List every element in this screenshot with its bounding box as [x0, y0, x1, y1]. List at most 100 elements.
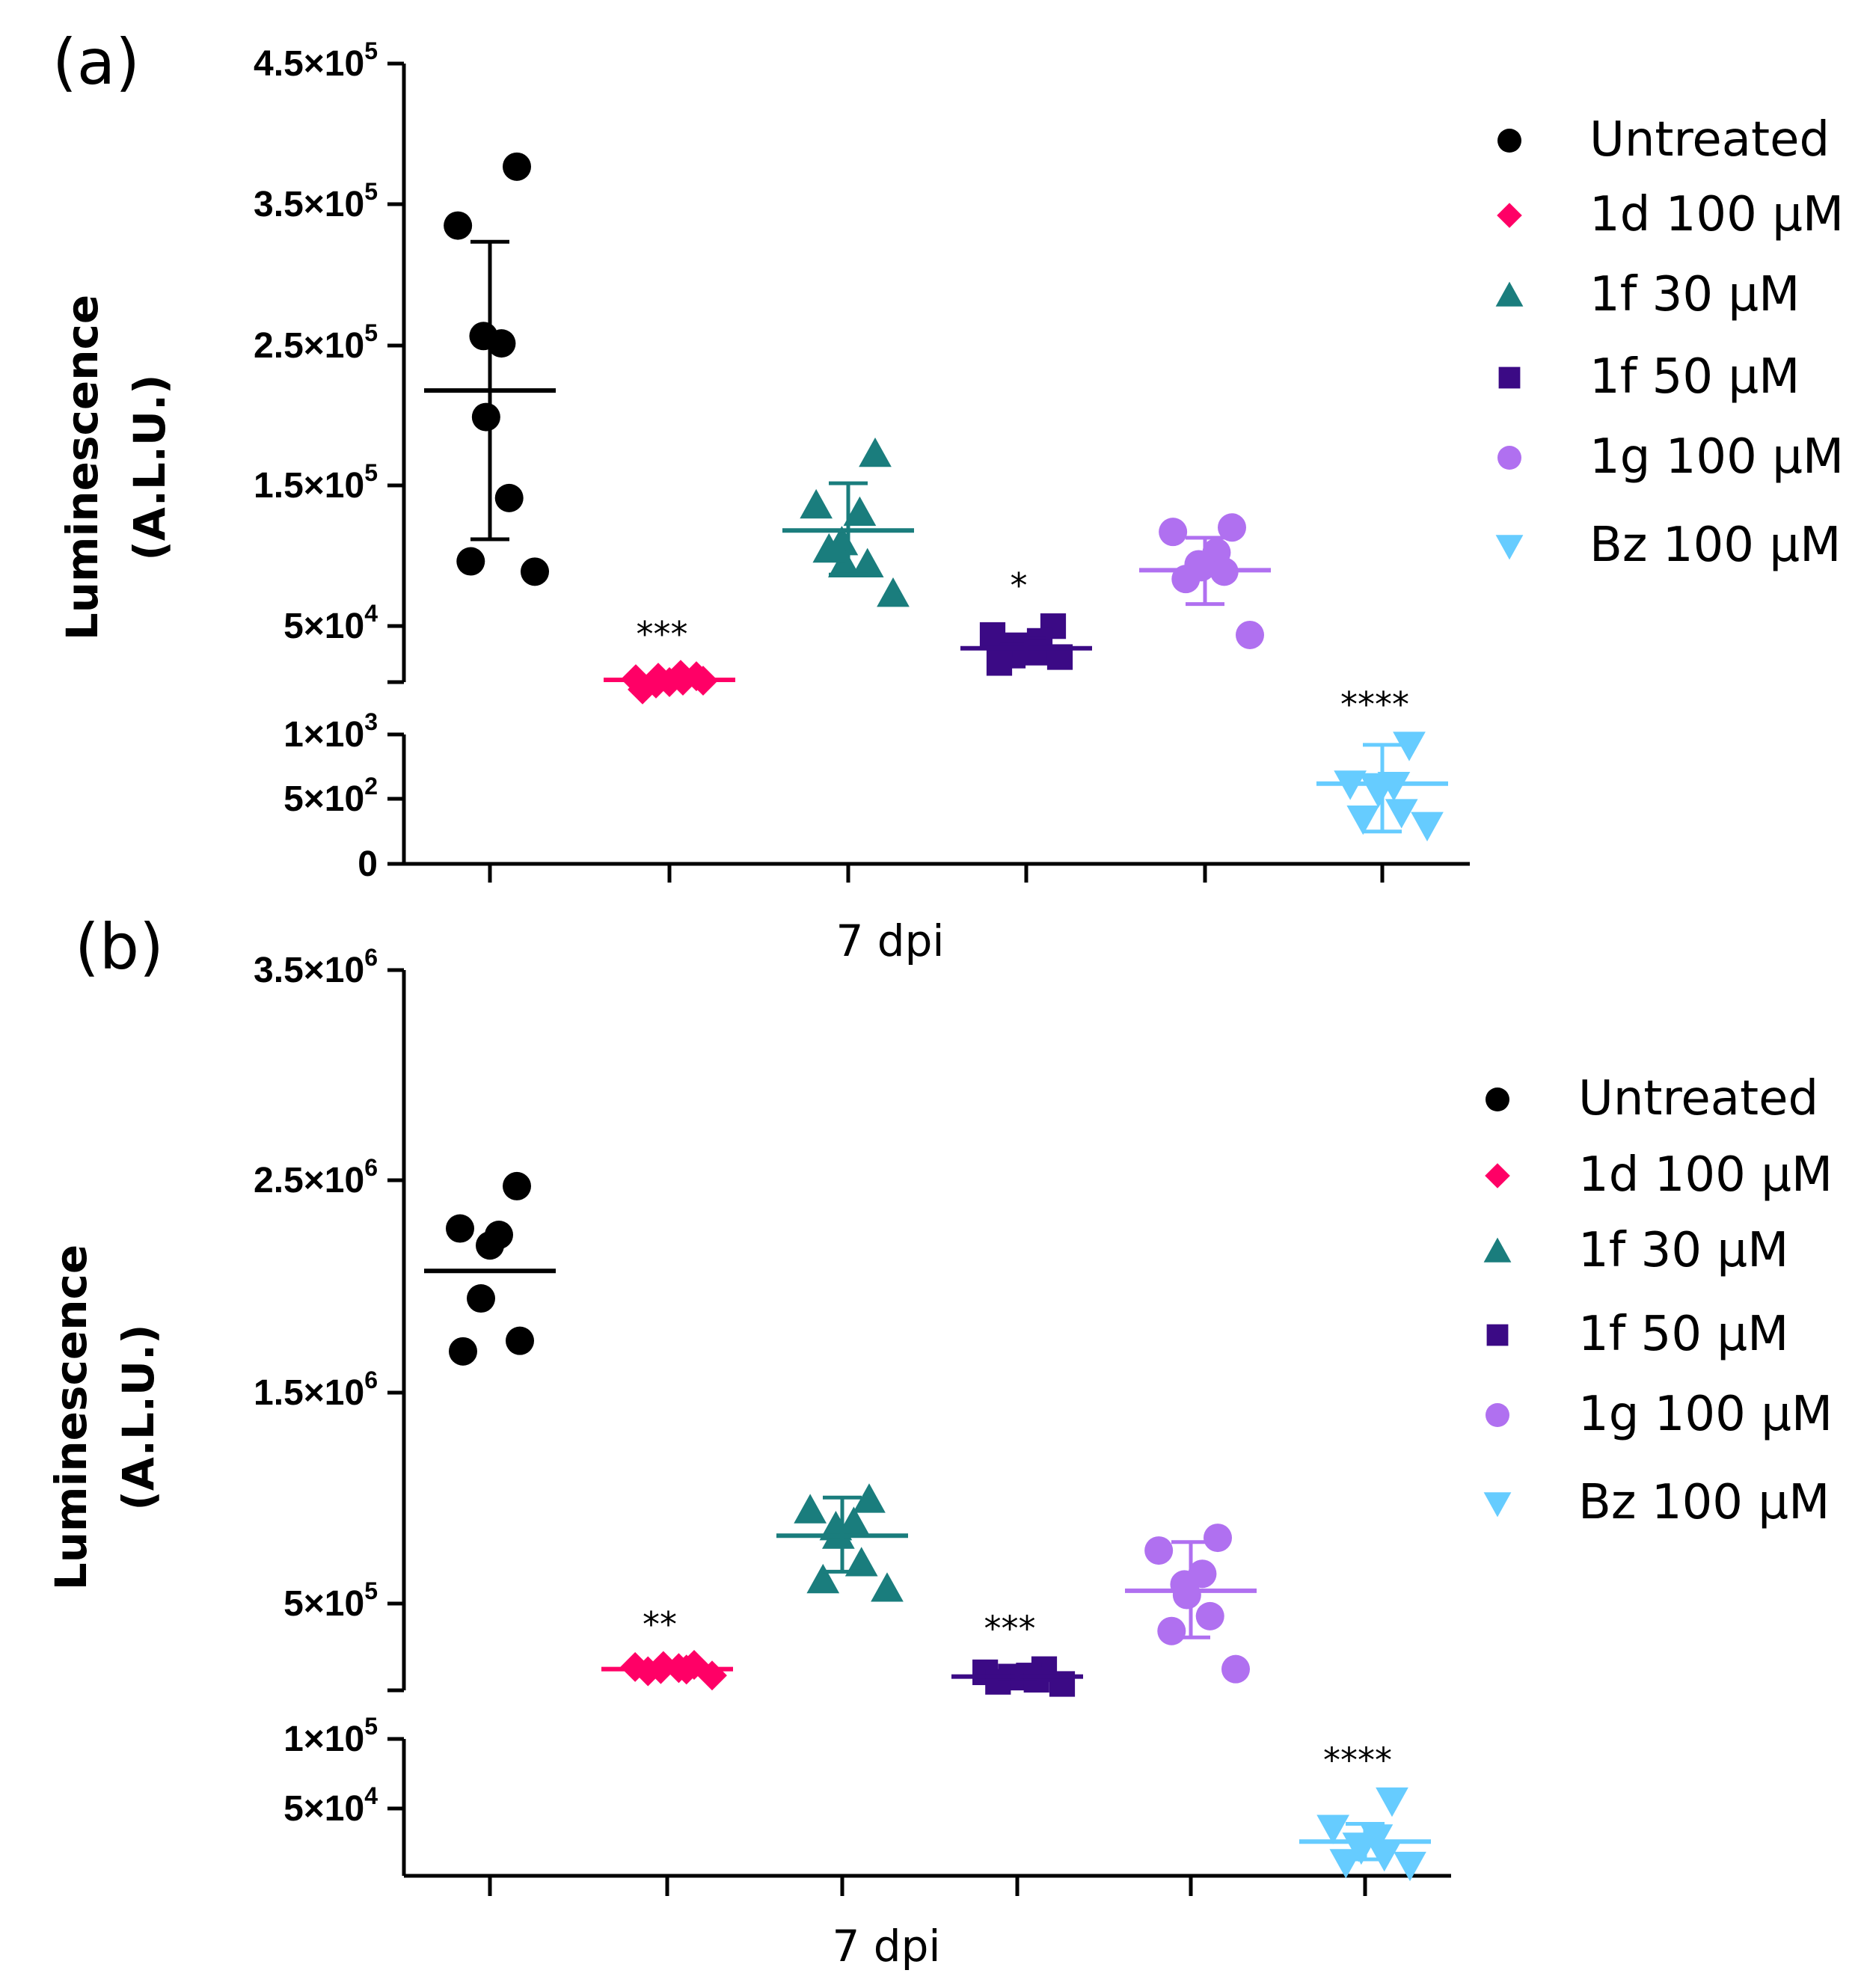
legend: Untreated 1d 100 µM 1f 30 µM 1f 50 µM 1g 100…: [1483, 1071, 1833, 1530]
series-group: [782, 437, 914, 607]
y-tick-label: 1×105: [283, 1713, 378, 1759]
y-tick-label: 4.5×105: [254, 37, 378, 84]
data-point: [503, 152, 531, 181]
data-point: [494, 483, 524, 512]
y-tick-label: 5×104: [283, 600, 378, 646]
significance-label: **: [643, 1604, 677, 1645]
significance-label: ****: [1323, 1740, 1392, 1780]
y-tick-label: 2.5×106: [254, 1154, 378, 1200]
legend-label: 1f 50 µM: [1578, 1307, 1788, 1362]
data-point: [1385, 799, 1418, 829]
data-point: [812, 533, 846, 563]
series-group: ***: [951, 1609, 1083, 1697]
data-point: [1394, 1851, 1426, 1882]
legend-marker: [1495, 281, 1524, 307]
data-point: [853, 1483, 886, 1513]
data-point: [1236, 620, 1264, 649]
y-tick-label: 5×102: [283, 773, 378, 819]
series-group: ****: [1316, 684, 1448, 841]
legend-label: 1f 30 µM: [1589, 267, 1800, 322]
data-point: [794, 1494, 827, 1524]
data-point: [1346, 805, 1380, 835]
series-group: *: [960, 565, 1092, 676]
legend-marker: [1485, 1163, 1510, 1188]
series-group: ***: [604, 614, 735, 705]
y-tick-label: 3.5×106: [254, 944, 378, 990]
data-point: [1367, 1842, 1401, 1872]
data-point: [1172, 1580, 1201, 1610]
data-point: [1159, 518, 1188, 547]
panel-label: (b): [75, 910, 164, 984]
data-point: [986, 650, 1013, 676]
data-point: [877, 577, 910, 607]
legend-marker: [1486, 1087, 1509, 1111]
panel-label: (a): [52, 25, 140, 99]
data-point: [1411, 812, 1444, 841]
legend-marker: [1497, 446, 1521, 470]
significance-label: *: [1011, 565, 1028, 606]
data-point: [1218, 513, 1246, 542]
legend-marker: [1495, 535, 1524, 560]
legend-marker: [1486, 1324, 1509, 1346]
legend: Untreated 1d 100 µM 1f 30 µM 1f 50 µM 1g 100…: [1495, 112, 1844, 573]
data-point: [1393, 731, 1426, 761]
legend-label: 1d 100 µM: [1578, 1147, 1833, 1203]
data-point: [1195, 1601, 1224, 1630]
y-tick-label: 1.5×106: [254, 1366, 378, 1413]
series-group: [776, 1483, 908, 1602]
legend-label: 1g 100 µM: [1589, 429, 1844, 485]
legend-marker: [1483, 1237, 1512, 1263]
y-tick-label: 5×104: [283, 1782, 378, 1829]
legend-label: 1g 100 µM: [1578, 1387, 1833, 1442]
data-point: [476, 1231, 504, 1260]
series-group: [1125, 1524, 1257, 1684]
data-point: [806, 1563, 840, 1594]
y-axis-subtitle: (A.L.U.): [124, 374, 175, 560]
series-group: [1139, 513, 1271, 649]
legend-label: Bz 100 µM: [1589, 518, 1841, 573]
legend-label: Untreated: [1589, 112, 1830, 168]
series-group: [424, 1171, 556, 1366]
legend-marker: [1497, 129, 1521, 153]
data-point: [1024, 639, 1051, 666]
legend-label: Bz 100 µM: [1578, 1475, 1830, 1530]
data-point: [1221, 1654, 1250, 1684]
y-tick-label: 0: [358, 844, 378, 884]
x-axis-label: 7 dpi: [836, 915, 944, 966]
series-group: [424, 152, 556, 586]
panel-a: (a) 4.5×105 3.5×105 2.5×105 1.5×105 5×104 1×10…: [52, 25, 1844, 966]
data-point: [1316, 1814, 1349, 1844]
data-point: [1360, 1824, 1394, 1854]
data-point: [449, 1337, 477, 1366]
data-point: [843, 496, 877, 527]
y-tick-label: 1.5×105: [254, 459, 378, 506]
data-point: [850, 547, 884, 577]
data-point: [503, 1171, 531, 1200]
legend-label: 1f 30 µM: [1578, 1223, 1788, 1278]
significance-label: ****: [1340, 684, 1409, 725]
legend-label: 1d 100 µM: [1589, 187, 1844, 242]
data-point: [1376, 1787, 1408, 1817]
data-point: [871, 1572, 904, 1602]
series-group: ****: [1299, 1740, 1431, 1882]
y-tick-label: 2.5×105: [254, 319, 378, 366]
y-tick-label: 3.5×105: [254, 178, 378, 224]
data-point: [506, 1326, 534, 1355]
data-point: [844, 1547, 878, 1577]
y-axis-title: Luminescence: [57, 295, 108, 640]
significance-label: ***: [637, 614, 688, 654]
data-point: [469, 322, 498, 351]
data-point: [467, 1284, 495, 1313]
significance-label: ***: [984, 1609, 1036, 1649]
series-group: **: [601, 1604, 733, 1691]
panel-b: (b) 3.5×106 2.5×106 1.5×106 5×105 1×105 5×104 7…: [46, 910, 1833, 1972]
data-point: [1144, 1536, 1174, 1565]
data-point: [828, 547, 861, 577]
legend-label: Untreated: [1578, 1071, 1818, 1126]
data-point: [471, 402, 500, 432]
legend-marker: [1498, 366, 1521, 389]
x-axis-label: 7 dpi: [832, 1921, 940, 1972]
data-point: [456, 547, 485, 576]
legend-marker: [1497, 203, 1522, 228]
